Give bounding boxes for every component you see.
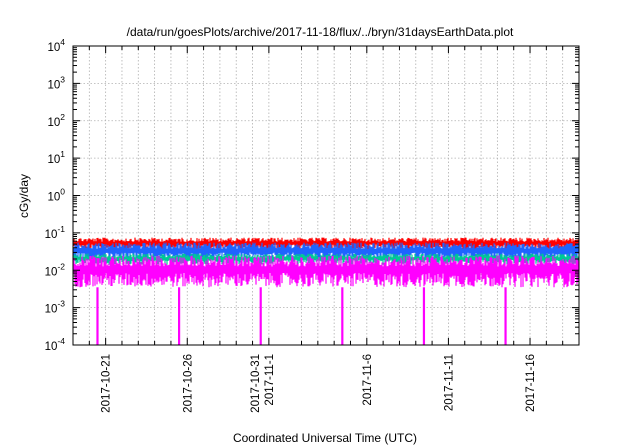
x-tick-label: 2017-11-11 <box>443 354 455 411</box>
x-tick-label: 2017-11-16 <box>525 354 537 412</box>
y-tick-label: 10-2 <box>45 261 66 278</box>
y-tick-label: 10-1 <box>45 224 66 241</box>
y-tick-label: 104 <box>47 37 65 54</box>
y-tick-label: 10-4 <box>45 336 66 353</box>
y-tick-label: 10-3 <box>45 299 66 316</box>
plot-series <box>73 237 579 345</box>
y-tick-label: 101 <box>47 149 65 166</box>
x-tick-label: 2017-10-26 <box>182 354 194 413</box>
x-tick-label: 2017-10-21 <box>101 354 113 413</box>
x-axis: 2017-10-21 2017-10-26 2017-10-31 2017-11-1 2… <box>88 46 564 413</box>
y-axis: 10-4 10-3 10-2 10-1 100 101 102 103 104 <box>45 37 579 353</box>
series-4 <box>73 255 579 288</box>
y-tick-label: 102 <box>47 112 65 129</box>
y-axis-label: cGy/day <box>17 174 31 218</box>
y-tick-label: 100 <box>47 187 65 204</box>
chart-title: /data/run/goesPlots/archive/2017-11-18/f… <box>127 25 514 39</box>
y-tick-label: 103 <box>47 74 65 91</box>
x-tick-label: 2017-11-6 <box>362 354 374 406</box>
x-tick-label: 2017-10-31 <box>250 354 262 413</box>
series-2 <box>73 242 579 261</box>
x-tick-label: 2017-11-1 <box>264 354 276 406</box>
grid <box>73 46 579 345</box>
x-axis-label: Coordinated Universal Time (UTC) <box>233 431 417 445</box>
